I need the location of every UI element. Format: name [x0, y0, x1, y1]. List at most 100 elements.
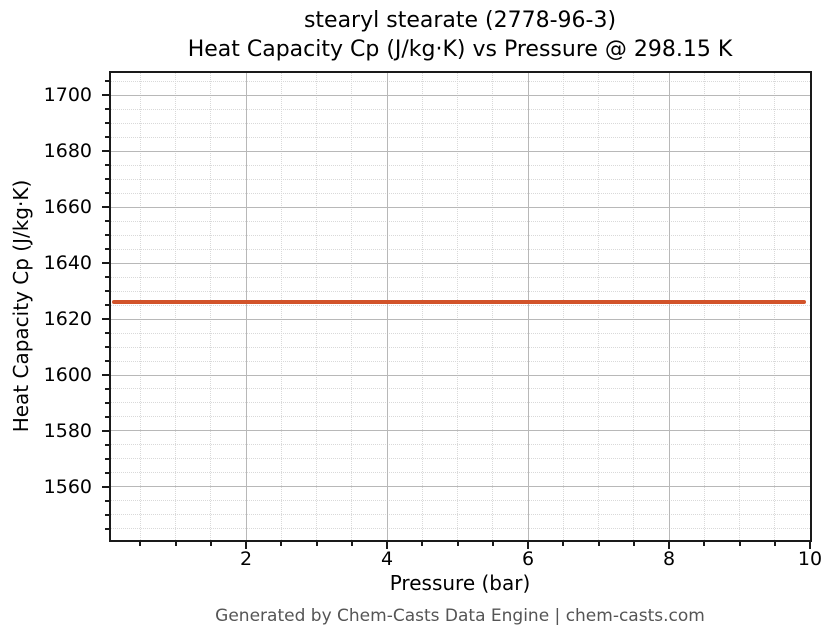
x-minor-tick — [139, 542, 142, 546]
y-minor-gridline — [111, 248, 810, 250]
y-major-tick — [102, 485, 109, 488]
y-minor-tick — [105, 457, 109, 460]
x-major-gridline — [668, 73, 670, 540]
chart-title-line2: Heat Capacity Cp (J/kg·K) vs Pressure @ … — [187, 37, 733, 62]
y-minor-tick — [105, 346, 109, 349]
x-minor-tick — [209, 542, 212, 546]
x-minor-gridline — [280, 73, 282, 540]
x-axis-label: Pressure (bar) — [389, 571, 531, 595]
x-minor-gridline — [492, 73, 494, 540]
x-minor-gridline — [316, 73, 317, 540]
x-minor-gridline — [139, 73, 141, 540]
y-minor-gridline — [111, 514, 810, 516]
y-minor-tick — [105, 443, 109, 446]
chart-title-line1: stearyl stearate (2778-96-3) — [303, 8, 617, 33]
y-major-tick — [102, 94, 109, 97]
y-minor-tick — [105, 248, 109, 251]
x-minor-tick — [632, 542, 635, 546]
y-major-tick — [102, 374, 109, 376]
x-tick-label: 10 — [797, 548, 823, 570]
x-minor-gridline — [633, 73, 635, 540]
y-minor-gridline — [111, 402, 810, 404]
y-minor-tick — [105, 108, 109, 111]
y-minor-gridline — [111, 528, 810, 530]
y-minor-gridline — [111, 416, 810, 418]
x-minor-gridline — [421, 73, 423, 540]
x-major-gridline — [245, 73, 247, 540]
y-tick-label: 1640 — [43, 252, 92, 275]
y-tick-label: 1680 — [43, 140, 92, 163]
y-major-tick — [102, 318, 109, 321]
plot-border — [109, 71, 812, 542]
x-minor-gridline — [210, 73, 212, 540]
y-minor-tick — [105, 527, 109, 530]
y-minor-gridline — [111, 304, 810, 306]
x-minor-gridline — [598, 73, 599, 540]
y-tick-label: 1600 — [43, 364, 92, 386]
x-major-tick — [386, 542, 388, 549]
y-tick-label: 1700 — [43, 84, 92, 107]
y-major-gridline — [111, 374, 810, 376]
y-major-tick — [102, 262, 109, 265]
x-minor-gridline — [739, 73, 740, 540]
x-tick-label: 8 — [662, 548, 676, 570]
x-major-tick — [527, 542, 529, 549]
y-tick-label: 1620 — [43, 308, 92, 331]
x-minor-tick — [350, 542, 353, 546]
x-major-gridline — [809, 73, 811, 540]
y-tick-label: 1660 — [43, 196, 92, 219]
x-minor-tick — [597, 542, 600, 546]
y-major-gridline — [111, 206, 810, 208]
x-minor-gridline — [774, 73, 776, 540]
x-major-gridline — [386, 73, 388, 540]
x-tick-label: 2 — [239, 548, 253, 570]
y-major-gridline — [111, 486, 810, 488]
y-minor-tick — [105, 387, 109, 390]
x-major-tick — [668, 542, 670, 549]
y-minor-gridline — [111, 472, 810, 474]
y-minor-tick — [105, 332, 109, 335]
y-minor-gridline — [111, 360, 810, 362]
y-minor-tick — [105, 164, 109, 167]
x-minor-gridline — [351, 73, 353, 540]
y-major-gridline — [111, 430, 810, 432]
y-minor-gridline — [111, 346, 810, 348]
y-major-gridline — [111, 94, 810, 96]
x-major-gridline — [527, 73, 529, 540]
data-line-heat-capacity-cp — [112, 300, 807, 305]
y-minor-gridline — [111, 122, 810, 124]
y-minor-gridline — [111, 234, 810, 236]
x-major-tick — [245, 542, 247, 549]
y-minor-gridline — [111, 192, 810, 194]
x-tick-label: 6 — [521, 548, 535, 570]
y-minor-gridline — [111, 444, 810, 446]
y-major-gridline — [111, 150, 810, 152]
x-minor-tick — [491, 542, 494, 546]
y-minor-tick — [105, 360, 109, 363]
y-minor-gridline — [111, 332, 810, 334]
x-minor-tick — [773, 542, 776, 546]
x-major-tick — [809, 542, 811, 549]
y-minor-tick — [105, 513, 109, 516]
y-minor-gridline — [111, 500, 810, 502]
y-minor-gridline — [111, 80, 810, 82]
x-minor-tick — [703, 542, 706, 546]
y-minor-gridline — [111, 178, 810, 180]
y-minor-tick — [105, 401, 109, 404]
y-minor-gridline — [111, 388, 810, 390]
y-minor-gridline — [111, 164, 810, 166]
x-minor-tick — [280, 542, 283, 546]
x-minor-tick — [456, 542, 459, 546]
y-major-gridline — [111, 262, 810, 264]
y-major-tick — [102, 429, 109, 432]
y-axis-label: Heat Capacity Cp (J/kg·K) — [9, 179, 33, 433]
y-tick-label: 1580 — [43, 419, 92, 442]
y-minor-tick — [105, 122, 109, 125]
y-minor-tick — [105, 178, 109, 181]
y-major-gridline — [111, 318, 810, 320]
x-minor-gridline — [457, 73, 458, 540]
x-minor-gridline — [175, 73, 176, 540]
chart-title: stearyl stearate (2778-96-3) Heat Capaci… — [188, 6, 733, 64]
y-minor-tick — [105, 80, 109, 83]
